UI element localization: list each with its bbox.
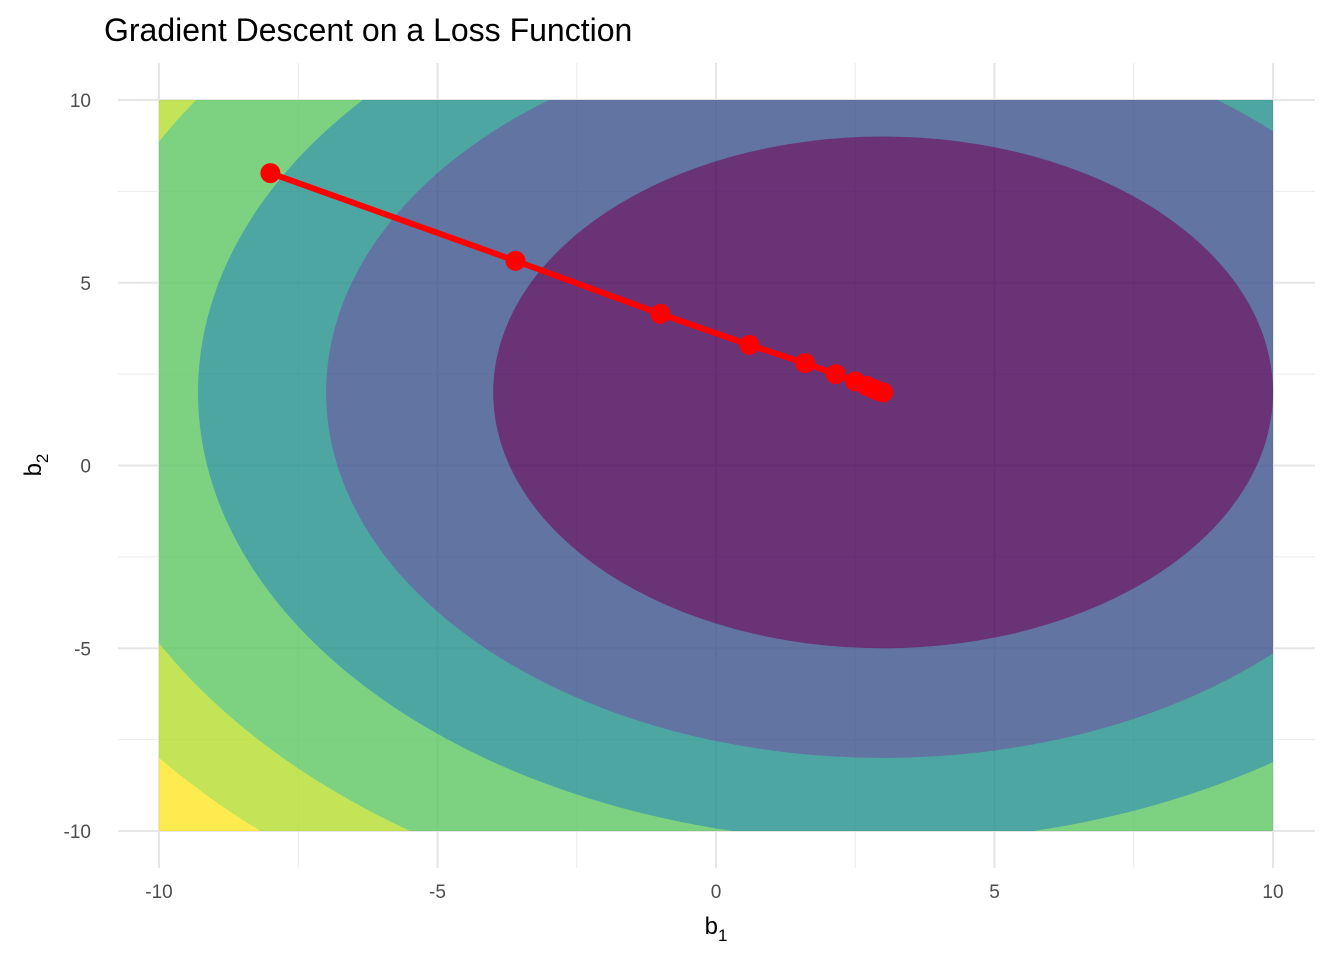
y-axis-title: b2	[20, 454, 52, 477]
y-tick-label: 10	[70, 91, 91, 112]
descent-path-point	[650, 303, 671, 324]
x-axis-title-sub: 1	[718, 926, 727, 945]
axis-ticks: -10 -5 0 5 10 -10 -5 0 5 10	[64, 91, 1284, 903]
descent-path-point	[260, 163, 281, 184]
chart-title: Gradient Descent on a Loss Function	[104, 12, 632, 48]
descent-path-point	[873, 382, 894, 403]
x-tick-label: 5	[989, 882, 1000, 903]
descent-path-point	[739, 334, 760, 355]
x-tick-label: 10	[1262, 882, 1283, 903]
x-axis-title: b1	[705, 913, 728, 945]
y-tick-label: 0	[80, 457, 91, 478]
y-tick-label: -5	[74, 639, 91, 660]
y-axis-title-base: b	[20, 463, 47, 476]
x-tick-label: -10	[145, 882, 172, 903]
y-tick-label: -10	[64, 822, 91, 843]
x-tick-label: -5	[429, 882, 446, 903]
descent-path-point	[795, 353, 816, 374]
x-tick-label: 0	[711, 882, 722, 903]
descent-path-point	[825, 364, 846, 385]
descent-path	[260, 163, 894, 403]
y-tick-label: 5	[80, 274, 91, 295]
descent-path-point	[505, 250, 526, 271]
y-axis-title-sub: 2	[33, 454, 52, 463]
x-axis-title-base: b	[705, 913, 718, 940]
